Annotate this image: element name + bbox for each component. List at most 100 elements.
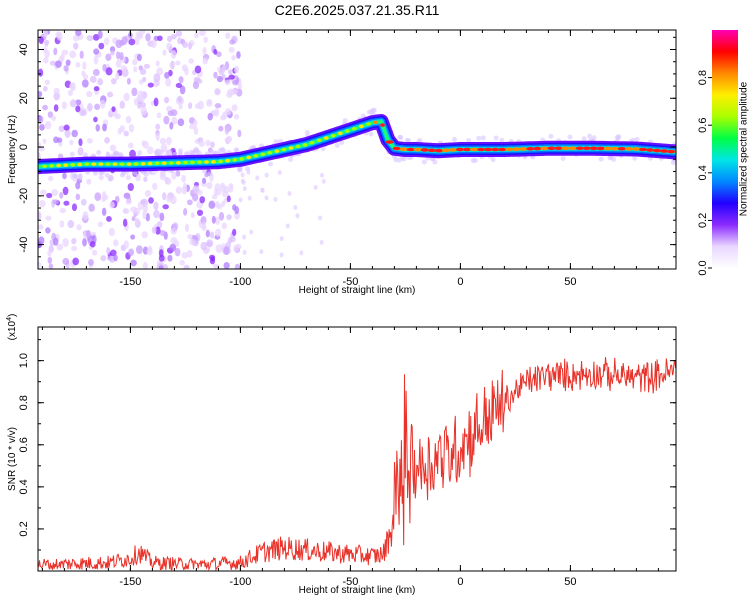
ridge-hotspot [49,164,55,168]
noise-blob [226,135,233,143]
ridge-hotspot [344,129,350,133]
noise-blob [129,149,136,159]
noise-blob [75,61,81,68]
noise-blob [216,51,222,58]
y-tick-label: 40 [18,43,30,55]
noise-blob [226,195,231,203]
noise-blob [101,207,107,216]
ridge-hotspot [309,140,315,145]
ridge-hotspot [337,131,343,136]
noise-blob [63,124,70,131]
ridge-hotspot [211,160,216,164]
noise-blob [132,58,138,66]
y-axis-label: SNR (10 * v/v) [7,427,18,491]
noise-blob [69,139,74,146]
noise-blob [123,240,129,249]
noise-blob [210,256,215,262]
noise-blob [51,115,56,122]
ridge-hotspot [140,161,146,166]
colorbar: 0.0 0.2 0.4 0.6 0.8 Normalized spectral ampli… [697,30,750,276]
ridge-hotspot [232,158,238,162]
noise-blob [136,53,142,62]
noise-blob [140,106,148,116]
noise-blob [209,231,215,239]
noise-blob [264,172,269,178]
y-multiplier-label: (x104) [6,314,18,341]
noise-blob [125,115,132,124]
noise-blob [85,229,91,239]
ridge-halo-blob [118,152,124,158]
noise-blob [205,229,210,238]
noise-blob [148,197,154,204]
noise-blob [224,108,232,116]
noise-blob [38,91,43,98]
noise-blob [183,264,190,269]
noise-blob [82,238,87,247]
noise-blob [119,125,125,133]
ridge-hotspot [175,161,181,165]
noise-blob [313,184,318,190]
noise-blob [67,89,74,96]
ridge-hotspot [42,164,47,169]
ridge-hotspot [554,146,563,151]
noise-blob [167,254,173,262]
noise-blob [76,224,82,231]
noise-blob [213,48,218,55]
noise-blob [214,88,221,96]
noise-blob [91,249,98,256]
colorbar-label: Normalized spectral amplitude [739,81,750,216]
noise-blob [141,231,149,239]
noise-blob [162,192,167,201]
ridge-hotspot [603,146,612,151]
ridge-hotspot [330,133,336,138]
ridge-halo-blob [499,137,505,143]
noise-blob [224,61,230,71]
noise-blob [220,184,226,193]
noise-blob [113,239,119,247]
noise-blob [189,238,196,246]
spectrogram-panel: -150 -100 -50 0 50 -40 -20 0 20 40 Height of strai… [7,29,677,296]
noise-blob [102,123,107,132]
ridge-halo-blob [548,133,554,139]
noise-blob [73,42,79,50]
noise-blob [178,103,183,110]
noise-blob [206,239,214,248]
noise-blob [52,199,59,205]
ridge-halo-blob [366,109,372,115]
noise-blob [178,76,184,84]
noise-blob [170,195,177,205]
noise-blob [186,199,193,206]
noise-blob [157,35,163,42]
noise-blob [242,186,247,192]
noise-blob [151,226,157,234]
noise-blob [166,35,173,43]
noise-blob [71,129,78,138]
noise-blob [59,207,67,214]
noise-blob [199,196,206,204]
noise-blob [238,197,243,203]
noise-blob [49,60,57,66]
noise-blob [223,246,230,256]
noise-blob [169,243,177,252]
noise-blob [40,189,47,196]
y-tick-label: 0.2 [18,521,30,536]
y-axis-label: Frequency (Hz) [7,115,18,184]
noise-blob [67,220,75,229]
noise-blob [53,91,61,101]
noise-blob [48,263,54,269]
ridge-hotspot [582,146,591,151]
noise-blob [218,211,225,221]
noise-blob [93,55,99,65]
noise-blob [207,112,213,121]
noise-blob [319,172,324,178]
noise-blob [72,257,80,266]
ridge-halo-blob [104,172,110,178]
noise-blob [233,114,240,120]
ridge-halo-blob [194,149,200,155]
ridge-hotspot [477,147,486,152]
noise-blob [147,82,154,88]
noise-blob [38,36,44,45]
noise-blob [206,100,213,107]
noise-blob [64,128,71,138]
noise-blob [172,222,179,230]
